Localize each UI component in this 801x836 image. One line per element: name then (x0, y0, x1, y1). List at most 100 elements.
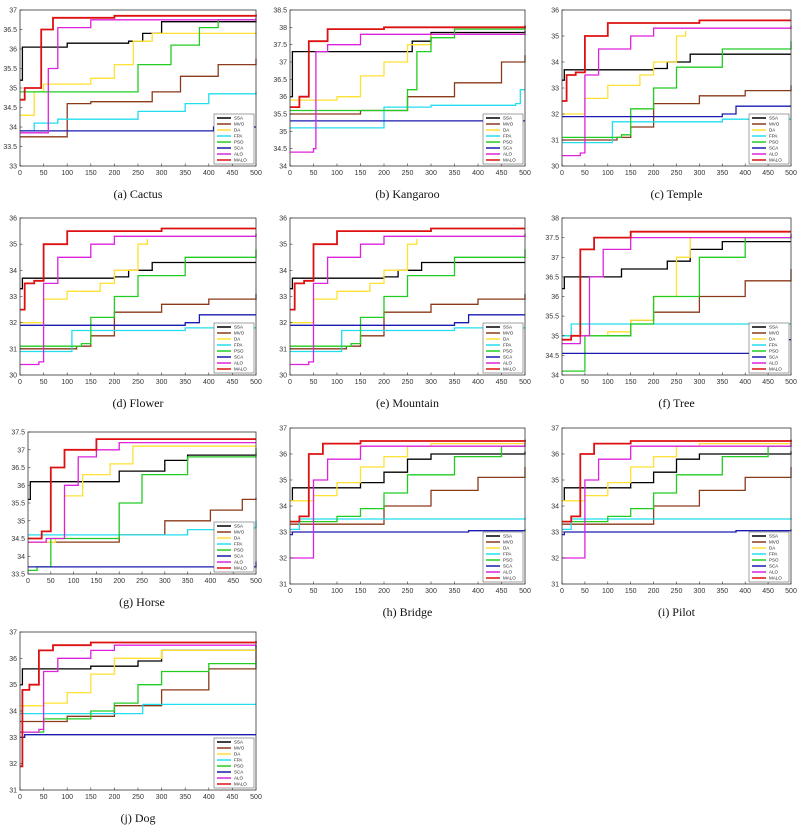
legend-label: MVO (234, 746, 245, 751)
x-tick-label: 450 (227, 794, 239, 801)
x-tick-label: 100 (61, 379, 73, 386)
y-tick-label: 34 (17, 554, 25, 561)
x-tick-label: 300 (425, 379, 437, 386)
chart-title: (d) Flower (113, 396, 164, 410)
x-tick-label: 0 (560, 379, 564, 386)
legend-label: SSA (769, 116, 778, 121)
y-tick-label: 35.5 (3, 66, 17, 73)
y-tick-label: 31 (551, 138, 559, 145)
legend-label: FPA (769, 343, 777, 348)
x-tick-label: 300 (694, 588, 706, 595)
x-tick-label: 300 (694, 379, 706, 386)
y-tick-label: 36 (279, 216, 287, 223)
legend-label: MALO (503, 158, 516, 163)
legend: SSAMVODAFPAPSOSCAALOMALO (483, 323, 523, 373)
legend-label: MVO (234, 122, 245, 127)
y-tick-label: 31 (9, 346, 17, 353)
legend-label: SSA (234, 740, 243, 745)
x-tick-label: 150 (91, 578, 103, 585)
legend-label: SSA (769, 325, 778, 330)
y-tick-label: 35 (279, 478, 287, 485)
legend-label: MVO (769, 122, 780, 127)
legend-label: MVO (769, 540, 780, 545)
x-tick-label: 450 (227, 578, 239, 585)
y-tick-label: 33 (551, 530, 559, 537)
y-tick-label: 32 (551, 112, 559, 119)
y-tick-label: 37.5 (545, 235, 559, 242)
legend-label: MALO (769, 367, 782, 372)
y-tick-label: 34 (551, 373, 559, 380)
legend-label: MVO (503, 540, 514, 545)
y-tick-label: 35 (551, 34, 559, 41)
y-tick-label: 34.5 (11, 536, 25, 543)
legend-label: MALO (769, 576, 782, 581)
chart-title: (j) Dog (121, 811, 156, 825)
legend-label: PSO (503, 349, 513, 354)
legend-label: PSO (503, 558, 513, 563)
legend-label: MALO (234, 566, 247, 571)
x-tick-label: 50 (310, 170, 318, 177)
x-tick-label: 400 (205, 578, 217, 585)
legend-label: SSA (234, 325, 243, 330)
y-tick-label: 36.5 (11, 465, 25, 472)
chart-panel: 0 50 100 150 200 250 300 350 400 450 50033.53434.5… (11, 430, 262, 610)
y-tick-label: 34.5 (3, 105, 17, 112)
y-tick-label: 30 (9, 373, 17, 380)
x-tick-label: 0 (288, 588, 292, 595)
x-tick-label: 450 (762, 379, 774, 386)
y-tick-label: 36.5 (273, 77, 287, 84)
y-tick-label: 34 (551, 504, 559, 511)
y-tick-label: 32 (279, 556, 287, 563)
x-tick-label: 350 (716, 588, 728, 595)
x-tick-label: 100 (68, 578, 80, 585)
legend-label: PSO (234, 548, 244, 553)
y-tick-label: 38 (279, 25, 287, 32)
chart-title: (a) Cactus (114, 187, 163, 201)
legend-label: MALO (234, 367, 247, 372)
y-tick-label: 33.5 (3, 144, 17, 151)
x-tick-label: 0 (288, 170, 292, 177)
legend-label: SCA (234, 770, 243, 775)
legend-label: SCA (503, 146, 512, 151)
x-tick-label: 350 (716, 170, 728, 177)
x-tick-label: 0 (18, 379, 22, 386)
x-tick-label: 350 (179, 170, 191, 177)
x-tick-label: 250 (132, 794, 144, 801)
legend-label: SSA (503, 116, 512, 121)
x-tick-label: 300 (156, 379, 168, 386)
x-tick-label: 200 (109, 794, 121, 801)
y-tick-label: 35 (9, 242, 17, 249)
legend-label: SSA (503, 325, 512, 330)
chart-panel: 0 50 100 150 200 250 300 350 400 450 500 31 32 33 34 35… (9, 630, 262, 826)
legend-label: ALO (769, 361, 779, 366)
legend-label: MVO (503, 122, 514, 127)
y-tick-label: 36 (551, 452, 559, 459)
y-tick-label: 34 (9, 125, 17, 132)
legend-label: FPA (234, 343, 242, 348)
x-tick-label: 400 (472, 170, 484, 177)
x-tick-label: 500 (785, 379, 797, 386)
y-tick-label: 35 (551, 333, 559, 340)
x-tick-label: 350 (182, 578, 194, 585)
x-tick-label: 50 (40, 170, 48, 177)
x-tick-label: 150 (625, 170, 637, 177)
y-tick-label: 38.5 (273, 8, 287, 15)
y-tick-label: 36 (9, 47, 17, 54)
chart-panel: 0 50 100 150 200 250 300 350 400 450 500 34 34.5 35 35… (273, 8, 531, 202)
y-tick-label: 30 (551, 164, 559, 171)
legend-label: PSO (769, 140, 779, 145)
x-tick-label: 0 (18, 794, 22, 801)
x-tick-label: 300 (694, 170, 706, 177)
y-tick-label: 37.5 (11, 430, 25, 437)
x-tick-label: 400 (739, 379, 751, 386)
legend-label: DA (234, 752, 240, 757)
y-tick-label: 38 (551, 216, 559, 223)
legend-label: FPA (503, 343, 511, 348)
x-tick-label: 350 (179, 379, 191, 386)
chart-panel: 0 50 100 150 200 250 300 350 400 450 500 34 34.5 35 35… (545, 216, 797, 411)
y-tick-label: 34 (279, 268, 287, 275)
x-tick-label: 250 (132, 379, 144, 386)
y-tick-label: 32 (9, 761, 17, 768)
x-tick-label: 300 (425, 170, 437, 177)
x-tick-label: 400 (739, 588, 751, 595)
